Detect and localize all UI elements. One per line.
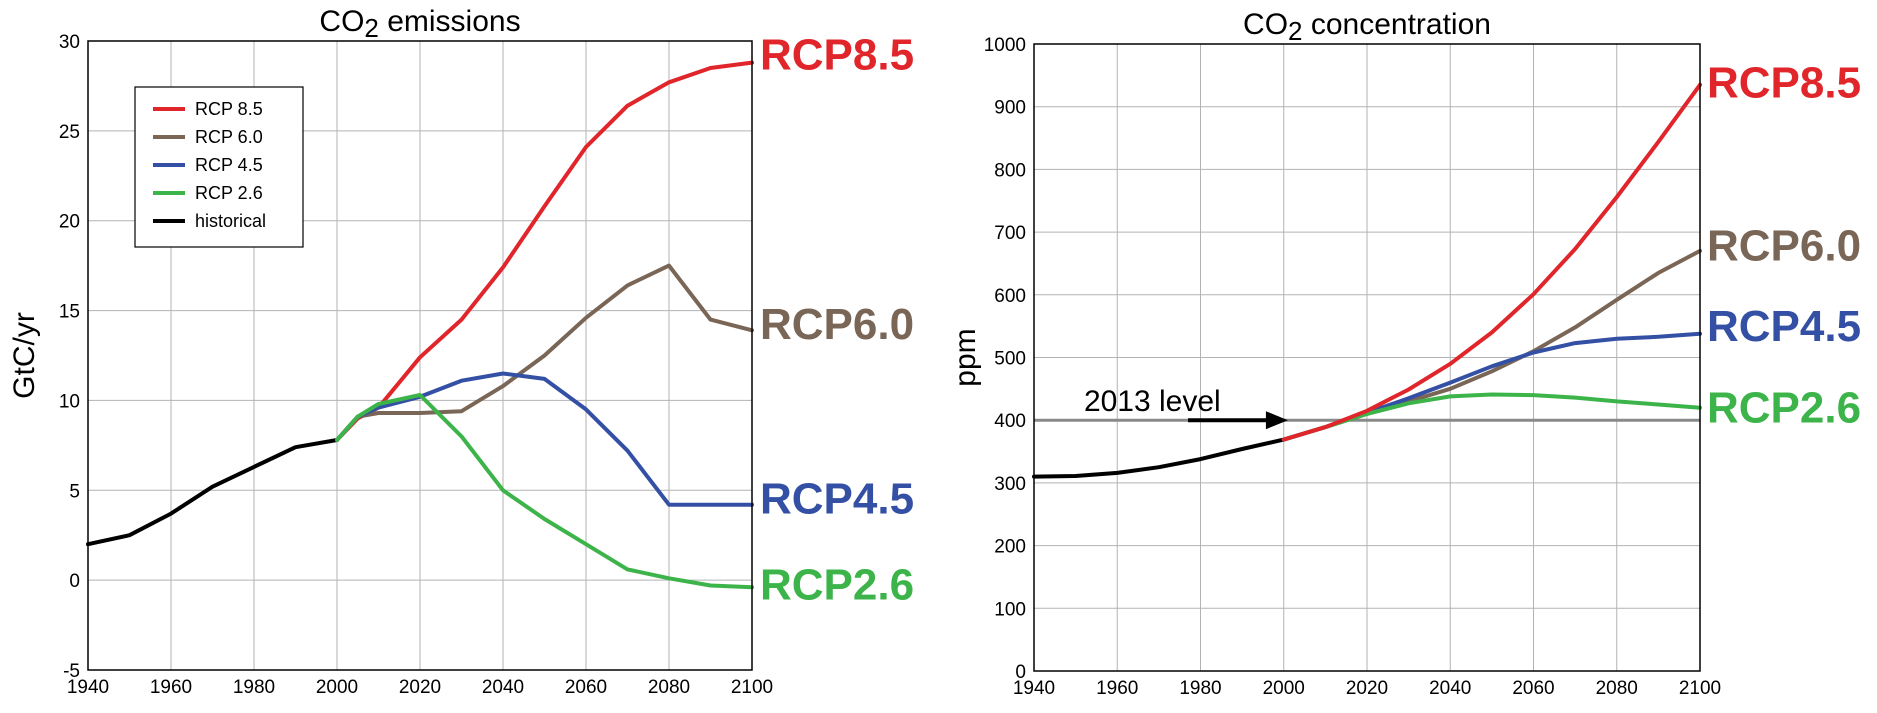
x-tick-label: 1960: [1096, 678, 1138, 699]
series-line-rcp85: [1281, 82, 1702, 442]
series-end-label-rcp45: RCP4.5: [1707, 302, 1861, 351]
y-tick-label: 0: [1015, 662, 1026, 683]
plot-frame: [87, 40, 753, 671]
series-line-historical: [1032, 437, 1286, 479]
y-tick-label: 15: [59, 302, 80, 323]
y-tick-label: 25: [59, 122, 80, 143]
y-tick-label: 200: [994, 537, 1026, 558]
y-tick-label: 700: [994, 223, 1026, 244]
series-end-label-rcp45: RCP4.5: [760, 474, 914, 523]
legend-label-historical: historical: [195, 211, 266, 231]
x-tick-label: 1980: [233, 677, 275, 698]
x-tick-label: 1960: [150, 677, 192, 698]
x-tick-label: 2060: [565, 677, 607, 698]
y-tick-label: 20: [59, 212, 80, 233]
x-tick-label: 2020: [399, 677, 441, 698]
x-tick-label: 2040: [1429, 678, 1471, 699]
y-axis-label: GtC/yr: [8, 312, 41, 399]
y-tick-label: 0: [69, 571, 80, 592]
x-tick-label: 1940: [1013, 678, 1055, 699]
series-line-rcp45: [1281, 331, 1702, 442]
reference-level-label: 2013 level: [1084, 385, 1221, 418]
x-tick-label: 2040: [482, 677, 524, 698]
x-tick-label: 1980: [1179, 678, 1221, 699]
y-tick-label: 10: [59, 391, 80, 412]
series-line-historical: [86, 438, 339, 547]
y-tick-label: 1000: [984, 35, 1026, 56]
series-line-rcp26: [335, 393, 754, 590]
legend-label-rcp85: RCP 8.5: [195, 99, 263, 119]
x-tick-label: 2080: [1596, 678, 1638, 699]
x-tick-label: 2020: [1346, 678, 1388, 699]
y-tick-label: 300: [994, 474, 1026, 495]
y-tick-label: 600: [994, 286, 1026, 307]
legend-label-rcp60: RCP 6.0: [195, 127, 263, 147]
y-tick-label: 100: [994, 599, 1026, 620]
y-tick-label: 30: [59, 32, 80, 53]
y-axis-label: ppm: [949, 328, 982, 386]
x-tick-label: 2060: [1512, 678, 1554, 699]
series-end-label-rcp85: RCP8.5: [760, 31, 914, 80]
x-tick-label: 2000: [1263, 678, 1305, 699]
legend-label-rcp26: RCP 2.6: [195, 183, 263, 203]
y-tick-label: 400: [994, 411, 1026, 432]
series-end-label-rcp85: RCP8.5: [1707, 59, 1861, 108]
y-tick-label: 800: [994, 160, 1026, 181]
y-tick-label: 900: [994, 98, 1026, 119]
legend-label-rcp45: RCP 4.5: [195, 155, 263, 175]
x-tick-label: 2080: [648, 677, 690, 698]
series-end-label-rcp60: RCP6.0: [760, 300, 914, 349]
y-tick-label: 5: [69, 481, 80, 502]
x-tick-label: 2100: [1679, 678, 1721, 699]
y-tick-label: -5: [63, 661, 80, 682]
series-end-label-rcp60: RCP6.0: [1707, 222, 1861, 271]
series-line-rcp60: [335, 263, 754, 442]
x-tick-label: 2100: [731, 677, 773, 698]
y-tick-label: 500: [994, 349, 1026, 370]
x-tick-label: 1940: [67, 677, 109, 698]
emissions-chart: 1940 1960 1980 2000 2020 2040 2060 2080 2100 -5 0 5…: [8, 5, 914, 698]
series-line-rcp60: [1281, 248, 1702, 442]
reference-arrow-head: [1265, 411, 1288, 430]
series-end-label-rcp26: RCP2.6: [1707, 383, 1861, 432]
x-tick-label: 2000: [316, 677, 358, 698]
series-line-rcp45: [335, 371, 754, 507]
plot-frame: [1033, 43, 1701, 672]
chart-title: CO2 emissions: [319, 5, 520, 43]
series-end-label-rcp26: RCP2.6: [760, 561, 914, 610]
series-line-rcp85: [335, 60, 754, 442]
chart-title: CO2 concentration: [1243, 8, 1491, 46]
